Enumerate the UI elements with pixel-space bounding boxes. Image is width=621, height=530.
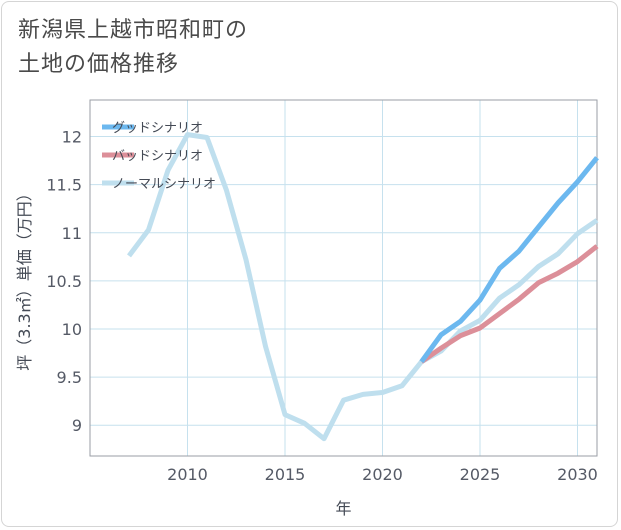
plot-frame (89, 99, 598, 457)
legend-label: グッドシナリオ (112, 121, 203, 136)
chart-title-line2: 土地の価格推移 (18, 52, 180, 77)
y-tick-label: 11.5 (46, 176, 82, 195)
y-tick-label: 12 (62, 128, 82, 147)
y-tick-label: 10.5 (46, 272, 82, 291)
chart-title-line1: 新潟県上越市昭和町の (18, 18, 249, 43)
legend-label: バッドシナリオ (112, 149, 203, 164)
grid (90, 100, 597, 456)
y-tick-label: 11 (62, 224, 82, 243)
y-axis-label: 坪（3.3㎡）単価（万円） (15, 185, 34, 370)
y-tick-label: 10 (62, 320, 82, 339)
x-tick-label: 2015 (265, 465, 306, 484)
series-line-2 (127, 132, 599, 442)
legend-label: ノーマルシナリオ (112, 177, 216, 192)
series-line-0 (419, 156, 599, 364)
tick-labels: 2010 2015 2020 2025 2030 9 9.5 10 10.5 11 11.5 12 (46, 128, 597, 484)
series-layer (127, 132, 599, 442)
y-tick-label: 9 (72, 416, 82, 435)
x-axis-label: 年 (335, 499, 351, 518)
series-line-1 (420, 244, 599, 364)
chart-title: 新潟県上越市昭和町の 土地の価格推移 (18, 14, 418, 82)
y-tick-label: 9.5 (57, 368, 82, 387)
x-tick-label: 2020 (362, 465, 403, 484)
x-tick-label: 2030 (557, 465, 598, 484)
x-tick-label: 2025 (460, 465, 501, 484)
x-tick-label: 2010 (167, 465, 208, 484)
